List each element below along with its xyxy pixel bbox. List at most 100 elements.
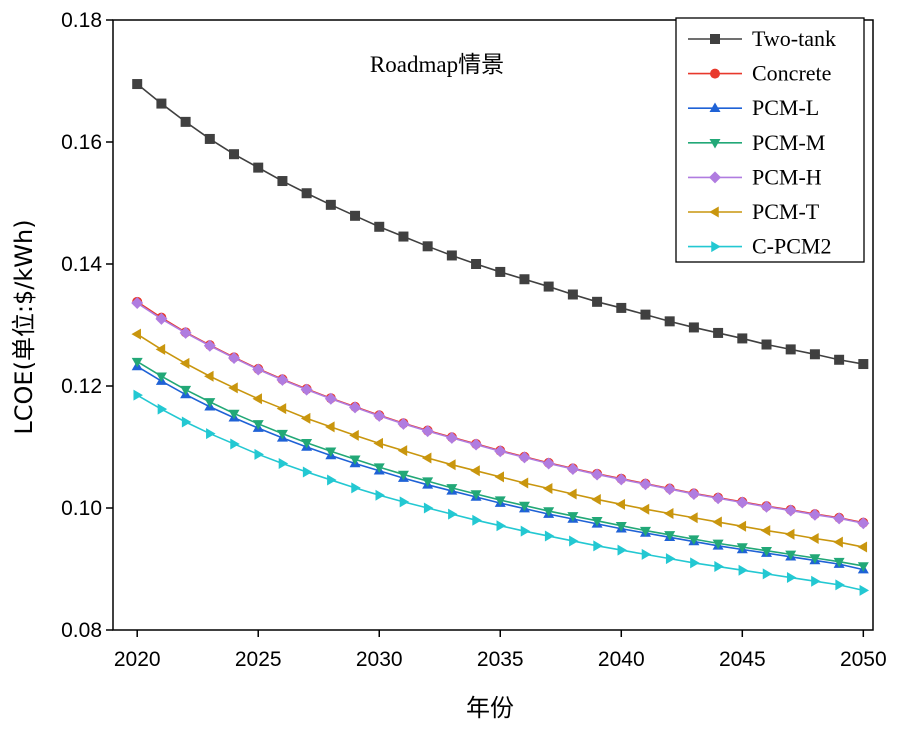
data-point xyxy=(230,438,240,450)
legend-marker xyxy=(709,171,721,184)
data-point xyxy=(591,468,604,481)
data-point xyxy=(663,507,674,519)
data-point xyxy=(809,533,819,544)
series-c-pcm2 xyxy=(133,389,870,596)
data-point xyxy=(375,489,385,501)
data-point xyxy=(229,149,240,160)
data-point xyxy=(446,459,456,471)
data-point xyxy=(687,487,700,500)
data-point xyxy=(179,326,192,339)
data-point xyxy=(373,437,383,449)
legend-marker xyxy=(709,206,719,218)
data-point xyxy=(445,431,458,444)
data-point xyxy=(833,536,843,548)
data-point xyxy=(325,447,337,458)
data-point xyxy=(494,496,506,506)
data-point xyxy=(518,451,531,464)
data-point xyxy=(448,508,458,520)
data-point xyxy=(713,327,724,338)
legend-label: PCM-M xyxy=(752,130,825,155)
data-point xyxy=(155,372,167,382)
data-point xyxy=(857,562,869,572)
data-point xyxy=(324,392,337,405)
data-point xyxy=(714,561,724,573)
data-point xyxy=(665,553,676,565)
data-point xyxy=(617,544,628,556)
data-point xyxy=(373,463,385,473)
data-point xyxy=(131,297,144,310)
series-line xyxy=(136,302,864,525)
data-point xyxy=(132,79,143,90)
series-pcm-t xyxy=(131,328,868,553)
data-point xyxy=(688,535,700,545)
data-point xyxy=(276,429,288,440)
data-point xyxy=(761,546,773,557)
y-tick-label: 0.08 xyxy=(61,619,102,642)
data-point xyxy=(591,517,603,527)
data-point xyxy=(737,333,748,344)
data-point xyxy=(664,531,676,541)
data-point xyxy=(206,428,216,440)
data-point xyxy=(591,493,601,505)
data-point xyxy=(277,176,288,187)
data-point xyxy=(446,250,457,261)
data-point xyxy=(688,322,699,333)
series-line xyxy=(136,333,864,548)
data-point xyxy=(133,389,143,401)
data-point xyxy=(833,512,846,525)
data-point xyxy=(327,474,337,486)
data-point xyxy=(712,492,725,505)
data-point xyxy=(373,409,386,422)
x-tick-label: 2040 xyxy=(598,648,645,671)
series-line xyxy=(136,365,864,571)
data-point xyxy=(616,302,627,313)
series-concrete xyxy=(132,296,869,528)
legend-label: PCM-H xyxy=(752,164,822,189)
plot-area: 0.08 0.10 0.12 0.14 0.16 0.18 2020 2025 2030 2035… xyxy=(61,9,887,671)
legend-box xyxy=(675,17,865,263)
data-point xyxy=(131,357,143,368)
data-point xyxy=(736,496,749,509)
data-point xyxy=(664,316,675,327)
data-point xyxy=(593,540,603,552)
x-tick-label: 2035 xyxy=(477,648,524,671)
data-point xyxy=(857,541,868,553)
data-point xyxy=(278,457,289,469)
data-point xyxy=(204,398,216,408)
data-point xyxy=(520,525,531,537)
data-point xyxy=(276,403,287,415)
data-point xyxy=(761,339,772,350)
series-pcm-h xyxy=(131,297,870,530)
data-point xyxy=(543,281,554,292)
data-point xyxy=(155,343,166,355)
data-point xyxy=(736,520,747,532)
x-tick-label: 2045 xyxy=(719,648,766,671)
legend-label: C-PCM2 xyxy=(752,234,831,259)
data-point xyxy=(180,116,191,127)
data-point xyxy=(325,421,335,433)
data-point xyxy=(641,548,652,560)
data-point xyxy=(809,349,820,360)
y-tick-label: 0.14 xyxy=(61,253,102,276)
data-point xyxy=(349,401,362,414)
series-pcm-m xyxy=(131,357,869,572)
legend-label: PCM-L xyxy=(752,95,819,120)
data-point xyxy=(640,309,651,320)
chart-title: Roadmap情景 xyxy=(370,52,504,77)
data-point xyxy=(615,473,628,486)
data-point xyxy=(542,482,553,494)
data-point xyxy=(131,328,141,340)
data-point xyxy=(399,496,410,508)
data-point xyxy=(760,500,773,513)
data-point xyxy=(397,445,408,457)
data-point xyxy=(543,507,555,517)
data-point xyxy=(736,543,748,553)
data-point xyxy=(276,373,289,386)
data-point xyxy=(470,490,482,500)
data-point xyxy=(423,502,434,514)
y-tick-label: 0.18 xyxy=(61,9,102,32)
data-point xyxy=(181,416,192,428)
data-point xyxy=(253,162,264,173)
data-point xyxy=(203,339,216,352)
legend-label: Concrete xyxy=(752,61,831,86)
